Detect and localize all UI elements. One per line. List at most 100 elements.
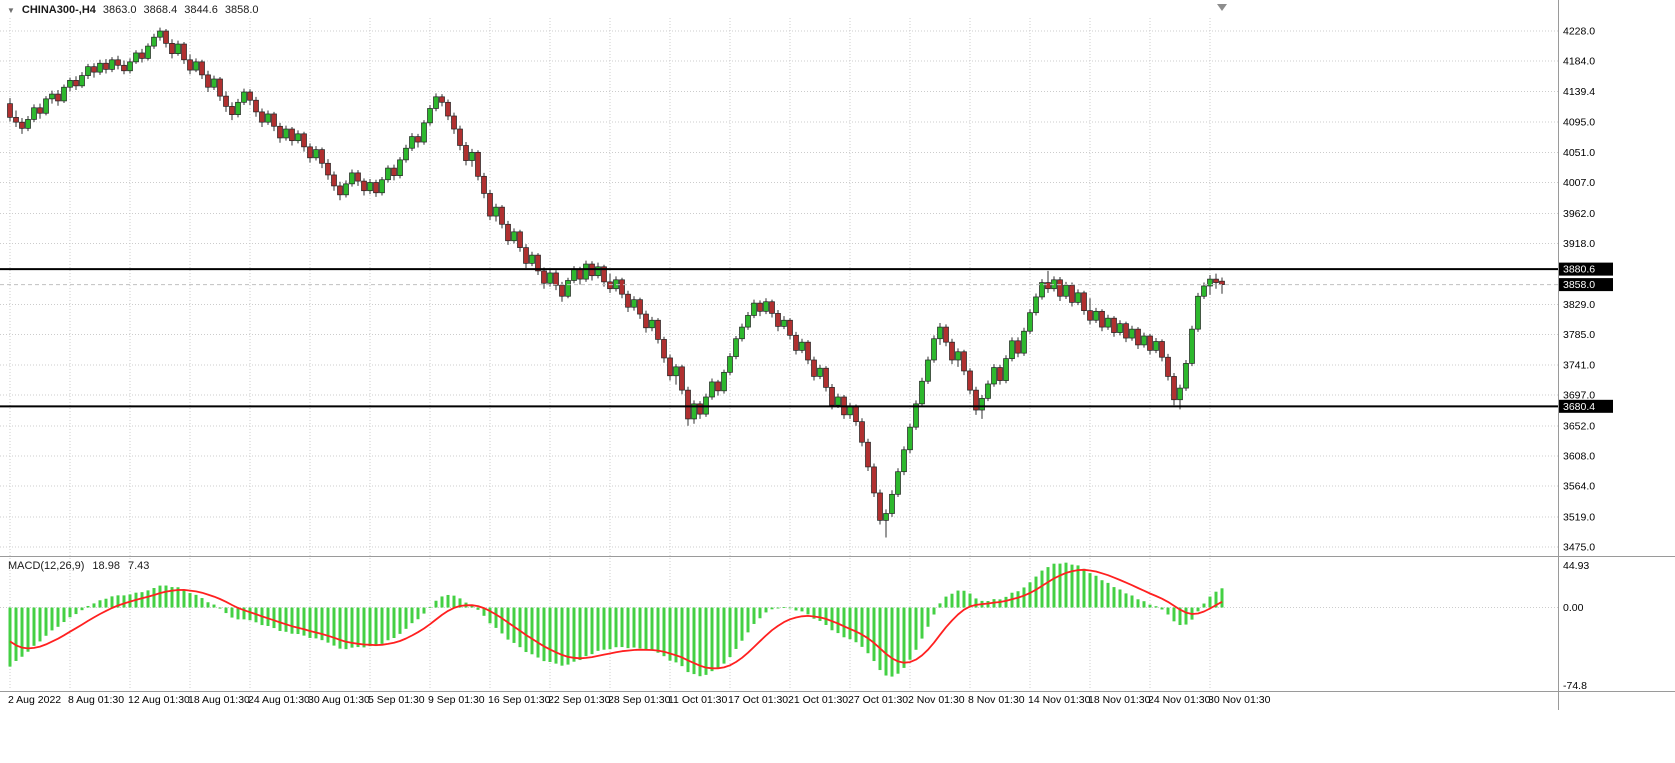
candle-up — [211, 78, 217, 88]
time-tick-label: 27 Oct 01:30 — [848, 694, 908, 706]
macd-histogram-bar — [380, 607, 384, 644]
candle-down — [499, 206, 505, 225]
candle-up — [367, 182, 373, 192]
macd-histogram-bar — [416, 607, 420, 620]
macd-histogram-bar — [440, 596, 444, 608]
candle-down — [625, 293, 631, 308]
macd-histogram-bar — [374, 607, 378, 647]
candle-up — [1117, 323, 1123, 333]
macd-histogram-bar — [44, 607, 48, 636]
macd-histogram-bar — [1088, 573, 1092, 608]
quote-high: 3868.4 — [143, 4, 178, 16]
macd-histogram-bar — [428, 607, 432, 609]
candle-up — [985, 383, 991, 399]
candle-up — [97, 62, 103, 73]
macd-histogram-bar — [332, 607, 336, 646]
time-tick-label: 2 Nov 01:30 — [908, 694, 965, 706]
macd-histogram-bar — [536, 607, 540, 658]
macd-histogram-bar — [470, 604, 474, 608]
candle-up — [343, 183, 349, 196]
candle-up — [265, 113, 271, 123]
candle-down — [1135, 328, 1141, 346]
macd-histogram-bar — [830, 607, 834, 631]
candle-up — [1009, 340, 1015, 359]
macd-histogram-bar — [182, 589, 186, 608]
candle-down — [289, 128, 295, 142]
candle-up — [157, 30, 163, 38]
candle-up — [145, 45, 151, 59]
macd-histogram-bar — [1004, 596, 1008, 608]
candle-down — [973, 389, 979, 411]
macd-histogram-bar — [974, 598, 978, 608]
macd-histogram-bar — [1214, 591, 1218, 608]
candle-down — [679, 366, 685, 391]
time-tick-label: 12 Aug 01:30 — [128, 694, 190, 706]
macd-histogram-bar — [566, 607, 570, 665]
candle-down — [271, 113, 277, 127]
time-tick-label: 2 Aug 2022 — [8, 694, 61, 706]
macd-histogram-bar — [266, 607, 270, 626]
candle-down — [541, 270, 547, 284]
price-tick-label: 3519.0 — [1563, 511, 1595, 523]
price-tick-label: 3962.0 — [1563, 208, 1595, 220]
candle-up — [847, 406, 853, 416]
macd-histogram-bar — [602, 607, 606, 650]
chart-shift-marker-icon[interactable] — [1217, 4, 1227, 11]
price-tick-label: 3785.0 — [1563, 329, 1595, 341]
candle-down — [1015, 340, 1021, 354]
candle-up — [25, 119, 31, 129]
macd-histogram-bar — [500, 607, 504, 634]
candle-down — [871, 466, 877, 494]
macd-histogram-bar — [116, 595, 120, 608]
macd-histogram-bar — [344, 607, 348, 650]
candle-down — [373, 182, 379, 194]
candle-up — [907, 426, 913, 451]
candle-down — [481, 175, 487, 194]
candle-down — [1057, 279, 1063, 297]
macd-signal-value: 7.43 — [127, 560, 150, 572]
candle-up — [109, 59, 115, 70]
macd-histogram-bar — [14, 607, 18, 661]
macd-histogram-bar — [452, 595, 456, 608]
candle-up — [1003, 358, 1009, 381]
quote-open: 3863.0 — [102, 4, 137, 16]
candle-up — [133, 52, 139, 63]
macd-histogram-bar — [482, 607, 486, 616]
candle-up — [583, 263, 589, 280]
macd-histogram-bar — [356, 607, 360, 648]
candle-up — [469, 151, 475, 161]
macd-histogram-bar — [308, 607, 312, 638]
grid-lines — [0, 18, 1558, 690]
macd-histogram-bar — [164, 585, 168, 608]
price-tag-3680.4 — [1559, 399, 1613, 413]
macd-histogram-bar — [800, 607, 804, 612]
candle-up — [127, 61, 133, 72]
macd-histogram-bar — [176, 587, 180, 608]
macd-histogram-bar — [632, 607, 636, 648]
macd-main-value: 18.98 — [92, 560, 120, 572]
candle-down — [463, 145, 469, 161]
macd-histogram-bar — [572, 607, 576, 662]
macd-histogram-bar — [488, 607, 492, 624]
macd-histogram-bar — [1028, 582, 1032, 608]
candle-down — [697, 403, 703, 415]
time-tick-label: 11 Oct 01:30 — [668, 694, 728, 706]
macd-histogram-bar — [224, 607, 228, 614]
candle-up — [421, 122, 427, 143]
macd-histogram-bar — [170, 587, 174, 608]
macd-histogram-bar — [26, 607, 30, 652]
macd-histogram-bar — [764, 607, 768, 613]
quote-low: 3844.6 — [184, 4, 218, 16]
price-axis[interactable]: 4228.0 4184.0 4139.4 4095.0 4051.0 4007.0 3962… — [1559, 26, 1613, 692]
candle-down — [517, 231, 523, 248]
candle-down — [277, 125, 283, 139]
macd-signal-line — [9, 568, 1223, 670]
horizontal-lines-layer[interactable] — [0, 268, 1558, 408]
macd-histogram-bar — [158, 585, 162, 608]
chart-menu-icon[interactable]: ▼ — [7, 5, 15, 15]
candle-down — [643, 313, 649, 329]
candle-up — [295, 133, 301, 142]
candle-down — [943, 326, 949, 343]
